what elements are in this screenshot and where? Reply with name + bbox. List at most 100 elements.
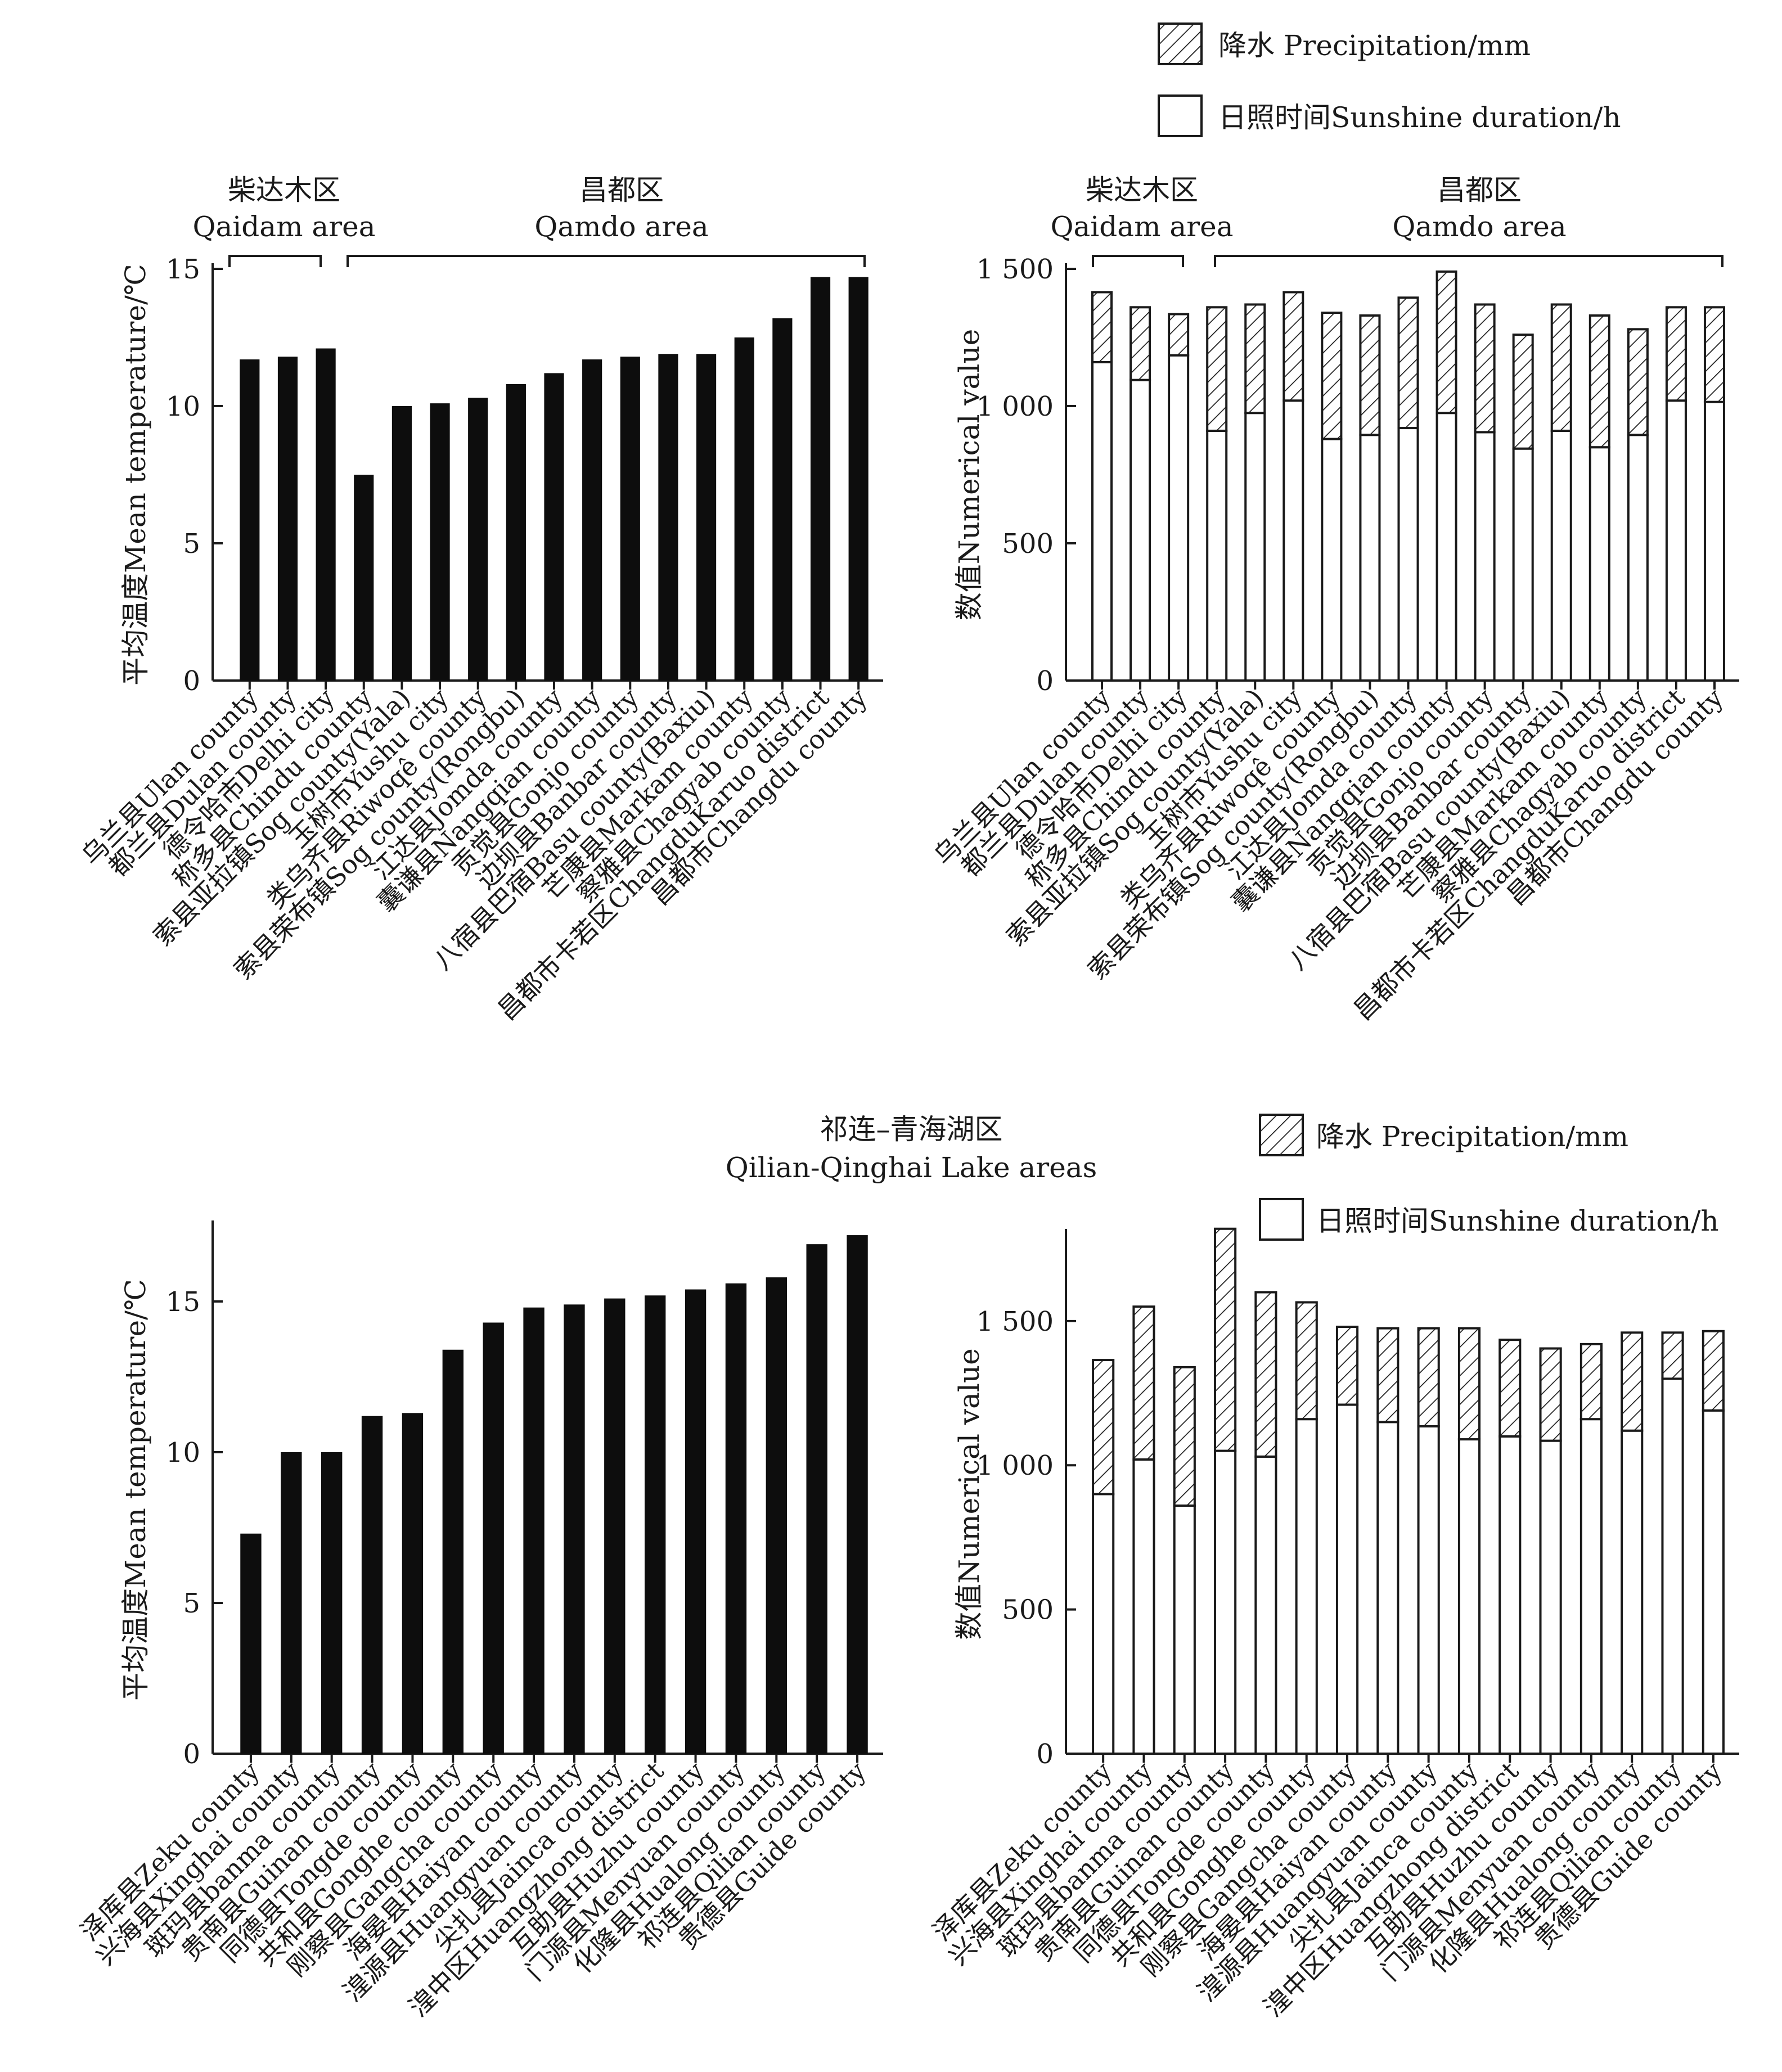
bar-sunshine: [1474, 431, 1496, 682]
legend-bottom: 降水 Precipitation/mm 日照时间Sunshine duratio…: [1259, 1114, 1719, 1241]
bar: [604, 1298, 626, 1754]
bar: [806, 1244, 827, 1754]
y-tick-label: 0: [183, 1738, 200, 1770]
bar-precipitation: [1498, 1339, 1522, 1438]
bar-precipitation: [1376, 1327, 1400, 1424]
bar: [442, 1349, 464, 1754]
group-headers-bottom: 祁连–青海湖区 Qilian-Qinghai Lake areas: [726, 1113, 1097, 1184]
bar: [725, 1283, 747, 1754]
qamdo-en-label-2: Qamdo area: [1392, 210, 1566, 243]
y-axis-title: 平均温度Mean temperature/℃: [119, 1279, 152, 1701]
legend-top: 降水 Precipitation/mm 日照时间Sunshine duratio…: [1158, 22, 1621, 137]
bar-sunshine: [1359, 434, 1381, 682]
legend-top-sun-label: 日照时间Sunshine duration/h: [1218, 101, 1621, 134]
bar: [696, 354, 717, 681]
bar-precipitation: [1321, 312, 1343, 440]
bar-sunshine: [1588, 446, 1610, 682]
bar-precipitation: [1168, 313, 1190, 357]
bar: [645, 1295, 666, 1754]
bar-sunshine: [1550, 429, 1572, 682]
qaidam-en-label-2: Qaidam area: [1050, 210, 1233, 243]
group-headers-top-left: 柴达木区 Qaidam area 昌都区 Qamdo area: [192, 174, 866, 267]
bar-sunshine: [1512, 447, 1534, 682]
bar-sunshine: [1457, 1438, 1481, 1755]
y-tick-label: 1 000: [976, 391, 1054, 422]
legend-top-precip-label: 降水 Precipitation/mm: [1218, 29, 1531, 62]
bar-sunshine: [1417, 1425, 1440, 1755]
bar-sunshine: [1206, 429, 1228, 682]
qaidam-bracket-1: [228, 255, 322, 267]
y-tick-label: 500: [1002, 1594, 1054, 1626]
bar-precipitation: [1282, 291, 1304, 402]
bar-precipitation: [1550, 303, 1572, 432]
bar-sunshine: [1376, 1421, 1400, 1755]
bar: [810, 277, 831, 681]
bar-precipitation: [1417, 1327, 1440, 1427]
bar-sunshine: [1665, 399, 1687, 682]
bar-precipitation: [1661, 1331, 1684, 1380]
bar-sunshine: [1214, 1449, 1237, 1755]
bar-precipitation: [1703, 306, 1725, 403]
bar-sunshine: [1132, 1458, 1155, 1755]
bar-sunshine: [1254, 1455, 1277, 1755]
bar: [685, 1289, 706, 1754]
bar-sunshine: [1498, 1435, 1522, 1755]
bar-sunshine: [1539, 1439, 1562, 1755]
bar-precipitation: [1214, 1227, 1237, 1452]
qamdo-cn-label-1: 昌都区: [579, 174, 664, 206]
bar: [468, 398, 488, 681]
bar: [321, 1452, 343, 1754]
legend-top-sun-swatch: [1158, 94, 1203, 137]
bar: [316, 348, 336, 681]
bar-sunshine: [1130, 379, 1151, 682]
bar-sunshine: [1335, 1403, 1359, 1755]
y-tick-label: 15: [166, 254, 200, 285]
bar: [766, 1277, 787, 1754]
bar: [564, 1304, 585, 1754]
bar-sunshine: [1580, 1418, 1603, 1755]
legend-bottom-precip-swatch: [1259, 1114, 1304, 1156]
bar-sunshine: [1168, 354, 1190, 682]
y-tick-label: 5: [183, 1588, 200, 1619]
qamdo-bracket-2: [1214, 255, 1724, 267]
bar-precipitation: [1436, 270, 1457, 415]
qaidam-bracket-2: [1092, 255, 1184, 267]
bar-precipitation: [1580, 1343, 1603, 1421]
bar: [281, 1452, 302, 1754]
legend-bottom-sun-swatch: [1259, 1198, 1304, 1241]
y-tick-label: 1 500: [976, 254, 1054, 285]
bar-precipitation: [1397, 296, 1419, 430]
y-tick-label: 10: [166, 1437, 200, 1469]
bar: [361, 1416, 383, 1754]
bar: [402, 1413, 424, 1754]
bar: [848, 277, 868, 681]
bar-sunshine: [1661, 1377, 1684, 1755]
bar-precipitation: [1588, 314, 1610, 449]
y-tick-label: 0: [1036, 1738, 1054, 1770]
bar-precipitation: [1244, 303, 1266, 415]
legend-bottom-precip-label: 降水 Precipitation/mm: [1316, 1120, 1628, 1153]
bar-precipitation: [1512, 334, 1534, 450]
bar: [240, 359, 260, 681]
bar-precipitation: [1702, 1330, 1725, 1412]
bar-precipitation: [1132, 1305, 1155, 1461]
bar-precipitation: [1206, 306, 1228, 432]
y-tick-label: 10: [166, 391, 200, 422]
qaidam-cn-label-2: 柴达木区: [1086, 174, 1198, 206]
bar-sunshine: [1321, 438, 1343, 682]
y-tick-label: 1 000: [976, 1450, 1054, 1481]
bar-sunshine: [1621, 1429, 1644, 1755]
qaidam-en-label-1: Qaidam area: [192, 210, 375, 243]
bar-sunshine: [1703, 400, 1725, 682]
bar-precipitation: [1621, 1331, 1644, 1432]
bar: [620, 357, 640, 681]
bar: [277, 357, 298, 681]
bar-precipitation: [1173, 1366, 1196, 1507]
bar-sunshine: [1397, 427, 1419, 682]
y-axis-title: 数值Numerical value: [953, 329, 986, 620]
